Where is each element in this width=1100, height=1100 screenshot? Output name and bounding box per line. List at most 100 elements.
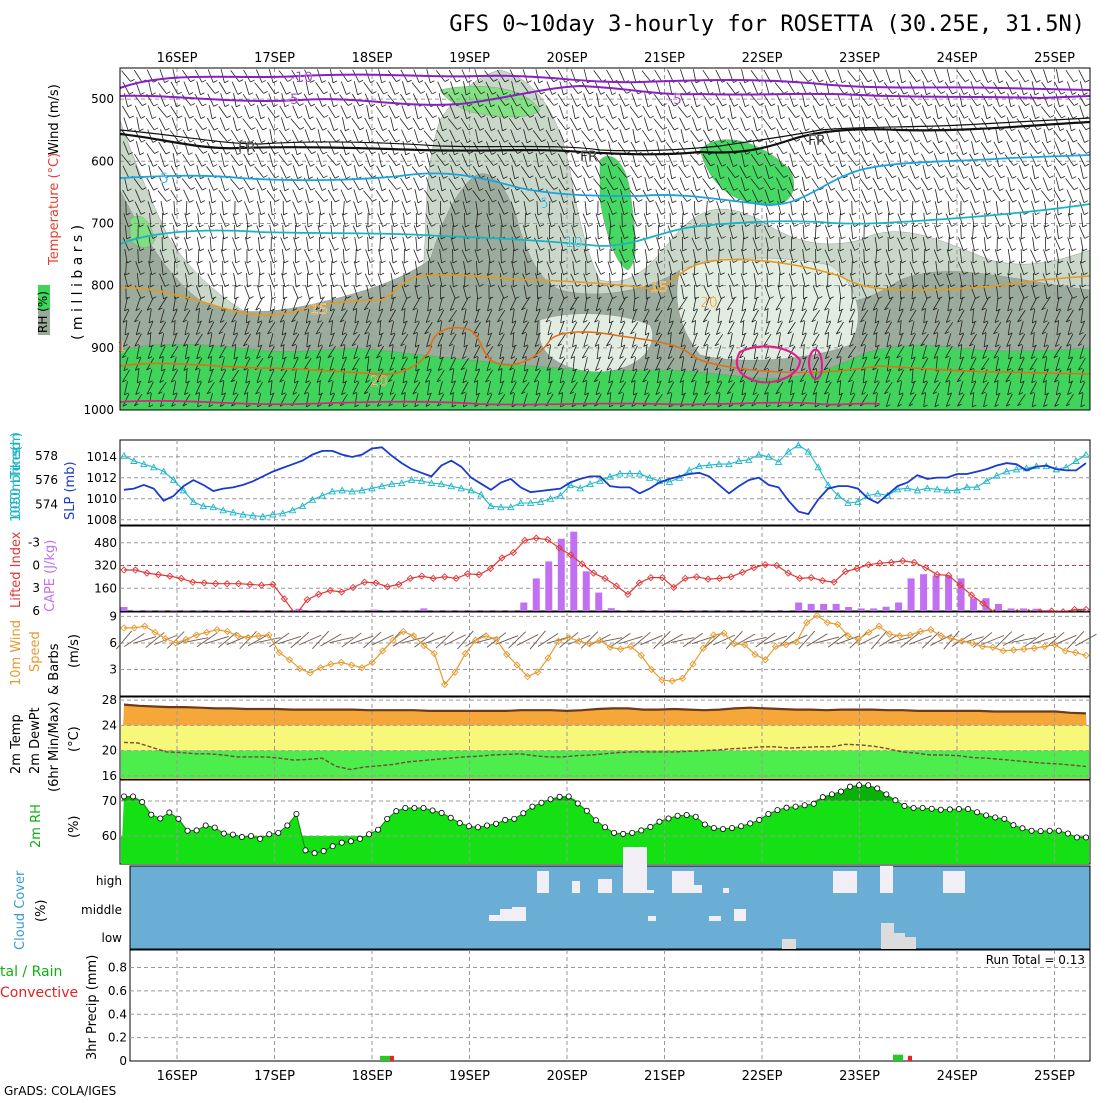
wind-barb xyxy=(704,165,710,179)
wind-barb xyxy=(874,369,879,383)
wind-barb-flag xyxy=(437,344,443,347)
wind-barb-flag xyxy=(509,367,514,371)
lifted-index-marker xyxy=(692,573,701,581)
wind-barb-flag xyxy=(706,212,711,216)
wind-barb-flag xyxy=(876,224,881,228)
wind-barb-flag xyxy=(741,308,747,312)
wind-barb-flag xyxy=(938,212,943,216)
wind-barb-flag xyxy=(538,80,544,84)
wind-barb-flag xyxy=(1060,248,1065,251)
wind-barb-flag xyxy=(250,163,255,167)
wind-barb-flag xyxy=(280,319,285,323)
cape-bar xyxy=(257,610,265,612)
wind-barb xyxy=(208,201,213,215)
wind-barb xyxy=(919,142,930,154)
wind-barb xyxy=(208,189,213,203)
wind-barb-flag xyxy=(667,332,672,335)
wind-barb xyxy=(692,249,697,263)
wind-barb-flag xyxy=(888,248,893,252)
wind-barb xyxy=(692,117,698,131)
wind-barb-flag xyxy=(744,236,749,240)
wind-barb-flag xyxy=(199,224,204,228)
wind-barb-flag xyxy=(310,187,315,191)
wind-barb xyxy=(970,297,976,311)
cape-bar xyxy=(170,610,178,612)
wind-barb-flag xyxy=(830,236,835,239)
wind-barb xyxy=(447,118,458,130)
wind-barb-flag xyxy=(441,188,447,192)
lifted-tick: 0 xyxy=(32,558,40,572)
wind-barb xyxy=(788,273,795,287)
wind-barb xyxy=(874,309,878,323)
wind-barb-flag xyxy=(939,80,944,83)
wind-barb-flag xyxy=(1060,91,1066,95)
wind-barb-flag xyxy=(928,103,933,107)
wind10m-marker xyxy=(151,628,159,636)
wind-barb-flag xyxy=(618,391,623,395)
wind-barb xyxy=(376,165,384,179)
wind-barb xyxy=(849,333,855,347)
wind-barb xyxy=(402,165,407,179)
wind-barb xyxy=(801,297,806,311)
wind-barb-flag xyxy=(636,284,641,287)
slp-marker xyxy=(477,490,485,498)
wind-barb-flag xyxy=(121,355,127,359)
wind-barb-flag xyxy=(406,212,411,215)
wind-barb-flag xyxy=(852,212,857,216)
wind-barb-flag xyxy=(776,356,781,359)
wind-barb xyxy=(655,189,662,203)
wind-barb-flag xyxy=(793,188,798,192)
wind-barb xyxy=(1031,201,1036,215)
slp-marker xyxy=(983,476,991,484)
wind-barb xyxy=(996,296,999,312)
wind-barb xyxy=(498,141,504,155)
wind-barb-flag xyxy=(708,248,714,252)
wind-barb-flag xyxy=(244,392,249,395)
wind-barb-flag xyxy=(721,140,726,143)
wind-barb xyxy=(715,153,723,167)
wind10m-barb xyxy=(341,632,362,648)
wind-barb xyxy=(886,333,891,347)
wind-barb-flag xyxy=(504,163,509,167)
slp-marker xyxy=(963,483,971,491)
wind-barb xyxy=(486,333,492,347)
thickness-slp-grid xyxy=(120,440,1090,525)
wind-barb-flag xyxy=(381,104,387,108)
wind-barb-flag xyxy=(129,199,134,203)
wind-barb xyxy=(899,284,902,300)
wind-barb xyxy=(1020,272,1023,288)
wind-barb-flag xyxy=(829,140,835,143)
wind-barb-flag xyxy=(490,104,495,108)
wind-barb-flag xyxy=(829,212,834,216)
wind-barb-flag xyxy=(715,367,720,371)
wind-barb-flag xyxy=(971,356,976,360)
wind-barb-flag xyxy=(630,331,635,335)
wind-barb-flag xyxy=(938,140,943,144)
wind-barb xyxy=(655,381,662,395)
wind-barb-flag xyxy=(309,236,315,239)
wind-barb-flag xyxy=(235,260,240,264)
wind-barb xyxy=(196,345,201,359)
wind-barb-flag xyxy=(636,128,642,131)
wind-barb xyxy=(281,321,285,335)
wind-barb xyxy=(642,165,650,179)
wind-barb-flag xyxy=(680,344,686,348)
wind-barb xyxy=(511,369,516,383)
wind-barb xyxy=(463,309,467,323)
isotherm-line xyxy=(119,117,1091,152)
wind-barb xyxy=(279,309,287,323)
wind-barb xyxy=(945,141,953,155)
wind-barb xyxy=(958,297,964,311)
wind-barb-flag xyxy=(274,91,280,95)
wind-barb-flag xyxy=(842,188,847,191)
wind-barb xyxy=(971,213,975,227)
wind-barb-flag xyxy=(926,212,932,215)
wind-barb-flag xyxy=(655,392,661,395)
wind-barb xyxy=(873,201,879,215)
wind-barb-flag xyxy=(464,224,470,228)
wind-barb-flag xyxy=(1019,332,1024,336)
wind-barb xyxy=(472,190,482,202)
wind-barb xyxy=(548,368,551,384)
wind-barb xyxy=(149,248,152,264)
